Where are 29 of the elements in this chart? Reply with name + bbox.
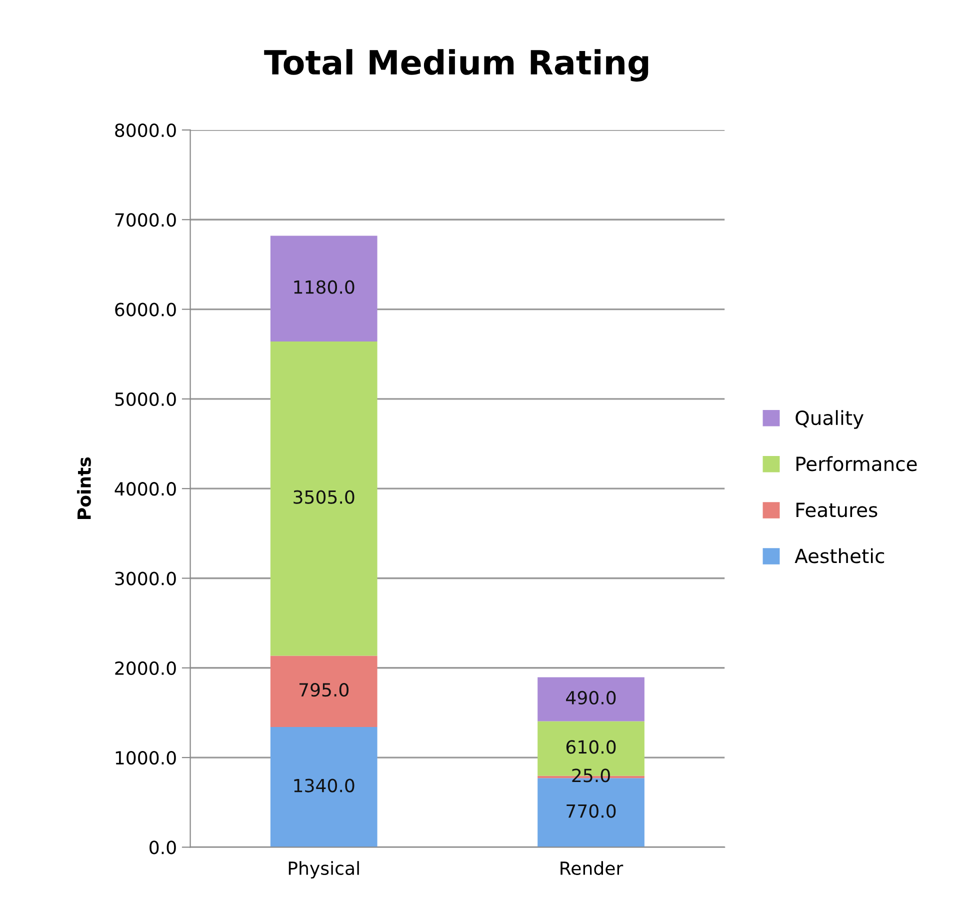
data-label: 1180.0 xyxy=(294,280,354,294)
y-tick-label: 6000.0 xyxy=(115,302,176,316)
y-tick-label: 2000.0 xyxy=(115,661,176,676)
y-tick-label: 3000.0 xyxy=(115,572,176,586)
y-tick-label: 7000.0 xyxy=(115,213,176,227)
data-label: 490.0 xyxy=(566,690,616,705)
legend-label: Performance xyxy=(796,456,917,472)
data-label: 610.0 xyxy=(566,740,616,754)
legend-label: Quality xyxy=(796,410,864,429)
bar xyxy=(538,677,644,722)
y-axis-title: Points xyxy=(76,457,91,519)
data-label: 1340.0 xyxy=(294,778,354,792)
data-label: 795.0 xyxy=(299,683,349,697)
y-tick-label: 0.0 xyxy=(150,840,176,854)
x-tick-label: Physical xyxy=(288,861,359,879)
y-tick-label: 4000.0 xyxy=(114,482,176,496)
y-tick-label: 5000.0 xyxy=(115,392,176,406)
data-label: 770.0 xyxy=(566,804,616,818)
data-label: 3505.0 xyxy=(294,490,354,504)
bar xyxy=(270,342,378,656)
y-tick-label: 1000.0 xyxy=(116,750,176,765)
bar xyxy=(270,656,378,728)
bar xyxy=(270,727,378,848)
bar xyxy=(270,236,378,342)
legend-label: Aesthetic xyxy=(794,548,884,564)
x-tick-label: Render xyxy=(560,861,624,876)
chart-title: Total Medium Rating xyxy=(264,49,648,82)
y-tick-label: 8000.0 xyxy=(115,123,176,138)
legend-label: Features xyxy=(796,502,878,518)
